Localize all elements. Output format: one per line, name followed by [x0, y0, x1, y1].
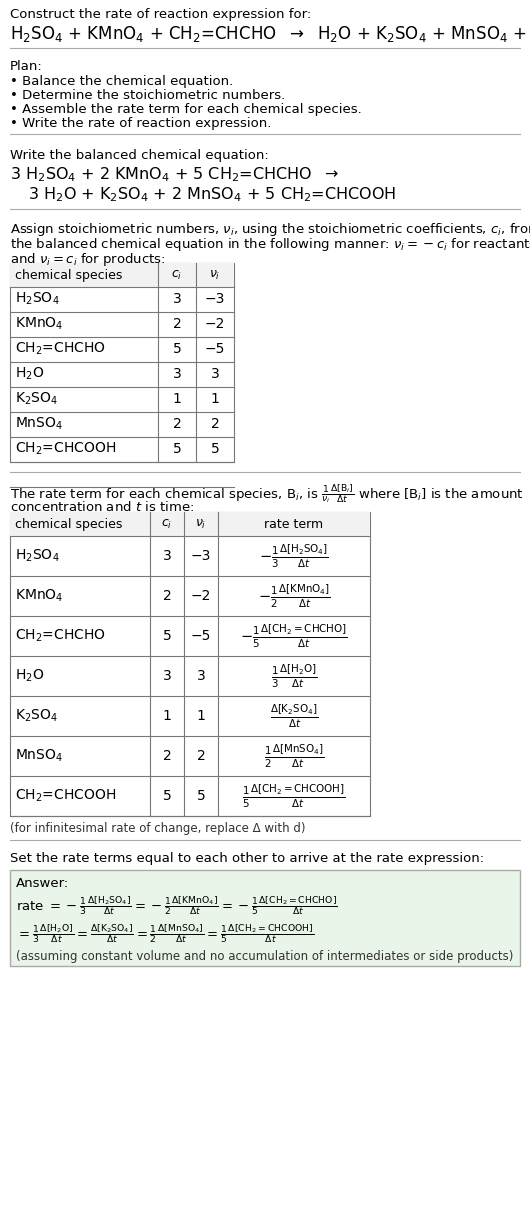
Text: $c_i$: $c_i$ — [161, 517, 173, 531]
Text: H$_2$O: H$_2$O — [15, 366, 45, 382]
Text: CH$_2$=CHCOOH: CH$_2$=CHCOOH — [15, 441, 116, 457]
Text: 3: 3 — [173, 292, 181, 306]
Text: The rate term for each chemical species, B$_i$, is $\frac{1}{\nu_i}\frac{\Delta[: The rate term for each chemical species,… — [10, 482, 524, 505]
Text: 5: 5 — [197, 788, 206, 803]
Text: concentration and $t$ is time:: concentration and $t$ is time: — [10, 500, 194, 514]
Text: 3: 3 — [163, 669, 171, 683]
Text: 1: 1 — [163, 708, 171, 723]
Text: H$_2$SO$_4$ + KMnO$_4$ + CH$_2$=CHCHO  $\rightarrow$  H$_2$O + K$_2$SO$_4$ + MnS: H$_2$SO$_4$ + KMnO$_4$ + CH$_2$=CHCHO $\… — [10, 23, 530, 44]
Text: 2: 2 — [163, 589, 171, 602]
Text: −2: −2 — [191, 589, 211, 602]
Text: the balanced chemical equation in the following manner: $\nu_i = -c_i$ for react: the balanced chemical equation in the fo… — [10, 237, 530, 253]
Text: rate term: rate term — [264, 517, 323, 531]
Text: 2: 2 — [173, 317, 181, 331]
Text: Construct the rate of reaction expression for:: Construct the rate of reaction expressio… — [10, 7, 311, 21]
Text: 1: 1 — [210, 392, 219, 407]
Text: CH$_2$=CHCHO: CH$_2$=CHCHO — [15, 628, 106, 644]
Text: KMnO$_4$: KMnO$_4$ — [15, 588, 64, 604]
Text: • Assemble the rate term for each chemical species.: • Assemble the rate term for each chemic… — [10, 103, 362, 116]
Bar — [10, 513, 370, 536]
Bar — [10, 262, 234, 462]
Text: KMnO$_4$: KMnO$_4$ — [15, 315, 64, 333]
Text: Plan:: Plan: — [10, 60, 43, 73]
Text: $c_i$: $c_i$ — [171, 269, 183, 282]
Text: $-\frac{1}{3}\frac{\Delta[\mathrm{H_2SO_4}]}{\Delta t}$: $-\frac{1}{3}\frac{\Delta[\mathrm{H_2SO_… — [259, 542, 329, 569]
Bar — [10, 870, 520, 966]
Text: 3: 3 — [163, 549, 171, 563]
Text: 5: 5 — [173, 342, 181, 356]
Text: H$_2$SO$_4$: H$_2$SO$_4$ — [15, 291, 59, 307]
Text: 5: 5 — [163, 788, 171, 803]
Text: 5: 5 — [163, 630, 171, 643]
Text: 2: 2 — [210, 416, 219, 431]
Text: MnSO$_4$: MnSO$_4$ — [15, 415, 63, 432]
Text: −2: −2 — [205, 317, 225, 331]
Text: $\frac{1}{3}\frac{\Delta[\mathrm{H_2O}]}{\Delta t}$: $\frac{1}{3}\frac{\Delta[\mathrm{H_2O}]}… — [271, 663, 317, 690]
Text: 5: 5 — [173, 442, 181, 456]
Text: 3: 3 — [173, 367, 181, 381]
Text: $\frac{1}{2}\frac{\Delta[\mathrm{MnSO_4}]}{\Delta t}$: $\frac{1}{2}\frac{\Delta[\mathrm{MnSO_4}… — [264, 742, 324, 770]
Text: Assign stoichiometric numbers, $\nu_i$, using the stoichiometric coefficients, $: Assign stoichiometric numbers, $\nu_i$, … — [10, 221, 530, 238]
Text: 1: 1 — [173, 392, 181, 407]
Text: 3 H$_2$O + K$_2$SO$_4$ + 2 MnSO$_4$ + 5 CH$_2$=CHCOOH: 3 H$_2$O + K$_2$SO$_4$ + 2 MnSO$_4$ + 5 … — [28, 185, 396, 203]
Text: K$_2$SO$_4$: K$_2$SO$_4$ — [15, 708, 58, 724]
Text: $\nu_i$: $\nu_i$ — [196, 517, 207, 531]
Text: (assuming constant volume and no accumulation of intermediates or side products): (assuming constant volume and no accumul… — [16, 950, 514, 963]
Text: 3: 3 — [197, 669, 206, 683]
Text: chemical species: chemical species — [15, 269, 122, 282]
Text: H$_2$O: H$_2$O — [15, 668, 45, 684]
Text: • Write the rate of reaction expression.: • Write the rate of reaction expression. — [10, 117, 271, 131]
Text: MnSO$_4$: MnSO$_4$ — [15, 748, 63, 764]
Text: Write the balanced chemical equation:: Write the balanced chemical equation: — [10, 149, 269, 161]
Text: H$_2$SO$_4$: H$_2$SO$_4$ — [15, 548, 59, 564]
Text: and $\nu_i = c_i$ for products:: and $\nu_i = c_i$ for products: — [10, 251, 165, 269]
Text: K$_2$SO$_4$: K$_2$SO$_4$ — [15, 391, 58, 408]
Text: 2: 2 — [197, 749, 206, 763]
Text: 2: 2 — [163, 749, 171, 763]
Text: $-\frac{1}{5}\frac{\Delta[\mathrm{CH_2{=}CHCHO}]}{\Delta t}$: $-\frac{1}{5}\frac{\Delta[\mathrm{CH_2{=… — [240, 622, 348, 649]
Bar — [10, 262, 234, 287]
Text: rate $= -\frac{1}{3}\frac{\Delta[\mathrm{H_2SO_4}]}{\Delta t} = -\frac{1}{2}\fra: rate $= -\frac{1}{3}\frac{\Delta[\mathrm… — [16, 894, 338, 917]
Text: 2: 2 — [173, 416, 181, 431]
Text: $\frac{\Delta[\mathrm{K_2SO_4}]}{\Delta t}$: $\frac{\Delta[\mathrm{K_2SO_4}]}{\Delta … — [270, 702, 318, 729]
Text: −3: −3 — [191, 549, 211, 563]
Text: 3: 3 — [210, 367, 219, 381]
Text: 1: 1 — [197, 708, 206, 723]
Text: 5: 5 — [210, 442, 219, 456]
Text: $-\frac{1}{2}\frac{\Delta[\mathrm{KMnO_4}]}{\Delta t}$: $-\frac{1}{2}\frac{\Delta[\mathrm{KMnO_4… — [258, 583, 330, 610]
Text: Answer:: Answer: — [16, 877, 69, 890]
Text: • Balance the chemical equation.: • Balance the chemical equation. — [10, 75, 233, 87]
Text: CH$_2$=CHCHO: CH$_2$=CHCHO — [15, 341, 106, 357]
Text: $= \frac{1}{3}\frac{\Delta[\mathrm{H_2O}]}{\Delta t} = \frac{\Delta[\mathrm{K_2S: $= \frac{1}{3}\frac{\Delta[\mathrm{H_2O}… — [16, 922, 314, 945]
Text: −5: −5 — [205, 342, 225, 356]
Text: $\frac{1}{5}\frac{\Delta[\mathrm{CH_2{=}CHCOOH}]}{\Delta t}$: $\frac{1}{5}\frac{\Delta[\mathrm{CH_2{=}… — [242, 782, 346, 809]
Bar — [10, 513, 370, 816]
Text: −5: −5 — [191, 630, 211, 643]
Text: 3 H$_2$SO$_4$ + 2 KMnO$_4$ + 5 CH$_2$=CHCHO  $\rightarrow$: 3 H$_2$SO$_4$ + 2 KMnO$_4$ + 5 CH$_2$=CH… — [10, 165, 339, 184]
Text: chemical species: chemical species — [15, 517, 122, 531]
Text: −3: −3 — [205, 292, 225, 306]
Text: CH$_2$=CHCOOH: CH$_2$=CHCOOH — [15, 787, 116, 804]
Text: (for infinitesimal rate of change, replace Δ with d): (for infinitesimal rate of change, repla… — [10, 822, 305, 835]
Text: • Determine the stoichiometric numbers.: • Determine the stoichiometric numbers. — [10, 89, 285, 102]
Text: Set the rate terms equal to each other to arrive at the rate expression:: Set the rate terms equal to each other t… — [10, 853, 484, 865]
Text: $\nu_i$: $\nu_i$ — [209, 269, 220, 282]
